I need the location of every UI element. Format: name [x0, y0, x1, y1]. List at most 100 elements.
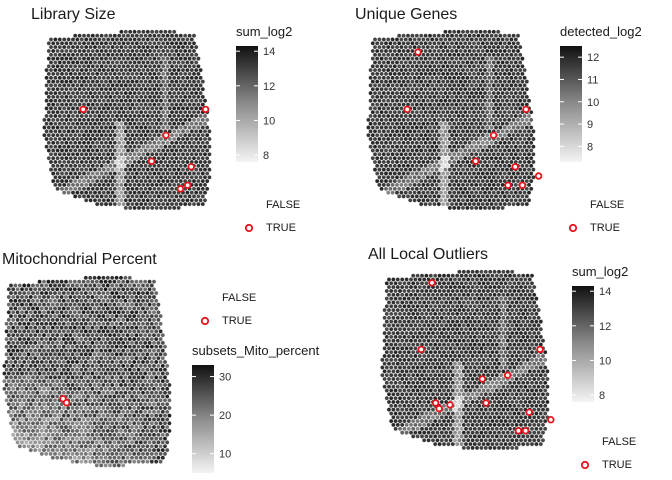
spot-point	[83, 75, 89, 81]
spot-point	[63, 432, 69, 438]
spot-point	[94, 41, 100, 46]
spot-point	[141, 144, 146, 149]
spot-point	[79, 413, 84, 418]
spot-point	[110, 152, 115, 157]
spot-point	[109, 298, 115, 304]
spot-point	[498, 102, 503, 107]
spot-point	[127, 106, 133, 111]
spot-point	[140, 459, 146, 464]
spot-point	[116, 178, 122, 184]
spot-point	[511, 132, 516, 138]
spot-point	[143, 71, 148, 77]
spot-point	[169, 79, 175, 84]
spot-point	[17, 421, 23, 426]
spot-point	[515, 178, 521, 184]
spot-point	[90, 64, 96, 69]
spot-point	[156, 109, 162, 115]
spot-point	[142, 447, 148, 453]
spot-point	[130, 178, 135, 184]
spot-point	[90, 363, 95, 369]
spot-point	[123, 421, 128, 426]
spot-point	[427, 94, 433, 100]
spot-point	[61, 67, 67, 73]
spot-point	[105, 436, 111, 441]
spot-point	[57, 375, 62, 380]
spot-point	[105, 290, 111, 296]
spot-point	[68, 417, 73, 422]
spot-point	[370, 41, 376, 46]
spot-point	[94, 424, 100, 430]
outlier-legend-marker-unique-genes	[568, 223, 578, 233]
spot-point	[171, 98, 177, 103]
spot-point	[61, 113, 67, 119]
spot-point	[141, 44, 146, 50]
spot-point	[509, 44, 514, 50]
spot-point	[388, 86, 393, 92]
spot-point	[149, 329, 155, 334]
spot-point	[511, 140, 516, 146]
spot-point	[432, 178, 437, 184]
spot-point	[123, 359, 128, 365]
spot-point	[484, 41, 490, 46]
spot-point	[48, 144, 54, 149]
spot-point	[196, 86, 201, 92]
spot-point	[174, 94, 179, 100]
spot-point	[72, 332, 78, 338]
spot-point	[436, 56, 442, 61]
spot-point	[416, 167, 422, 172]
spot-point	[125, 447, 130, 453]
spot-point	[68, 102, 74, 107]
spot-point	[98, 325, 104, 330]
spot-point	[445, 86, 450, 92]
spot-point	[66, 121, 71, 126]
spot-point	[50, 79, 56, 84]
spot-point	[125, 163, 131, 169]
spot-point	[86, 178, 91, 184]
spot-point	[451, 60, 457, 65]
spot-point	[158, 144, 164, 149]
spot-point	[478, 44, 483, 50]
spot-point	[105, 298, 111, 304]
spot-point	[156, 194, 162, 199]
spot-point	[394, 167, 400, 172]
spot-point	[174, 163, 179, 169]
spot-point	[90, 424, 95, 430]
spot-point	[405, 125, 411, 130]
spot-point	[10, 317, 16, 323]
spot-point	[92, 444, 97, 449]
spot-point	[462, 125, 468, 130]
spot-point	[88, 37, 93, 42]
spot-point	[156, 140, 162, 146]
spot-point	[163, 52, 168, 58]
spot-point	[21, 359, 27, 365]
spot-point	[46, 386, 51, 392]
spot-point	[489, 33, 494, 38]
spot-point	[127, 344, 133, 349]
spot-point	[94, 394, 100, 399]
spot-point	[167, 205, 173, 211]
spot-point	[134, 440, 139, 445]
spot-point	[149, 113, 155, 119]
spot-point	[46, 148, 52, 153]
spot-point	[74, 451, 80, 457]
spot-point	[125, 355, 130, 361]
spot-point	[76, 386, 82, 392]
spot-point	[15, 394, 20, 399]
spot-point	[189, 60, 195, 65]
spot-point	[92, 428, 97, 434]
spot-point	[90, 440, 95, 445]
spot-point	[160, 409, 166, 415]
spot-point	[143, 94, 148, 100]
spot-point	[32, 325, 38, 330]
spot-point	[92, 367, 97, 372]
spot-point	[193, 167, 199, 172]
spot-point	[46, 56, 52, 61]
spot-point	[482, 60, 488, 65]
spot-point	[6, 371, 12, 376]
spot-point	[151, 417, 157, 422]
spot-point	[143, 86, 148, 92]
spot-point	[388, 109, 393, 115]
spot-point	[131, 375, 137, 380]
spot-point	[388, 117, 393, 123]
spot-point	[454, 178, 459, 184]
